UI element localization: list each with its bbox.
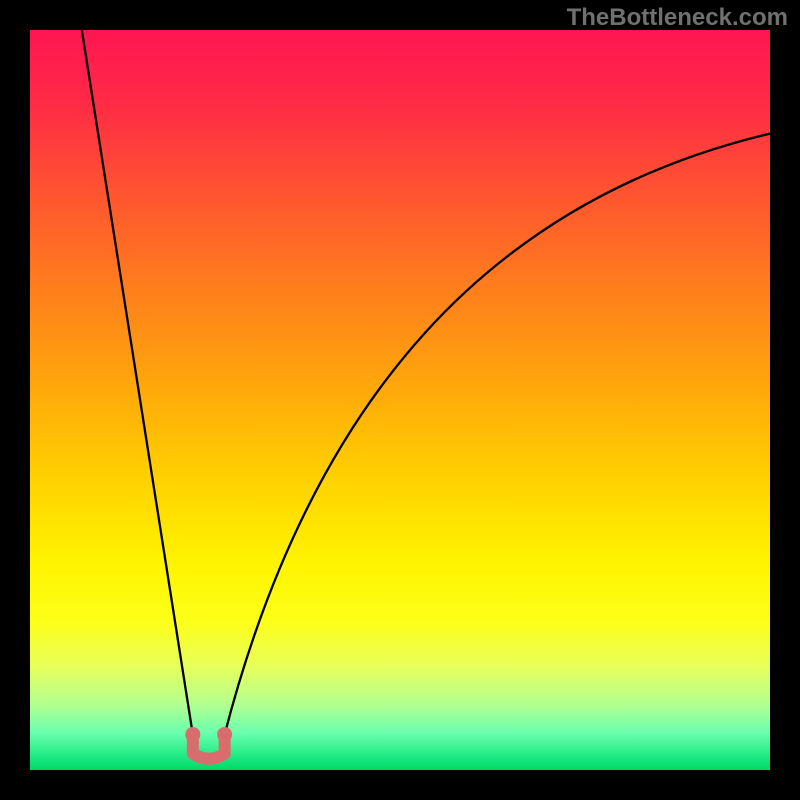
- notch-marker-dot-right: [217, 727, 232, 742]
- notch-marker-dot-left: [185, 727, 200, 742]
- watermark-text: TheBottleneck.com: [567, 4, 788, 32]
- chart-stage: TheBottleneck.com: [0, 0, 800, 800]
- chart-svg: [0, 0, 800, 800]
